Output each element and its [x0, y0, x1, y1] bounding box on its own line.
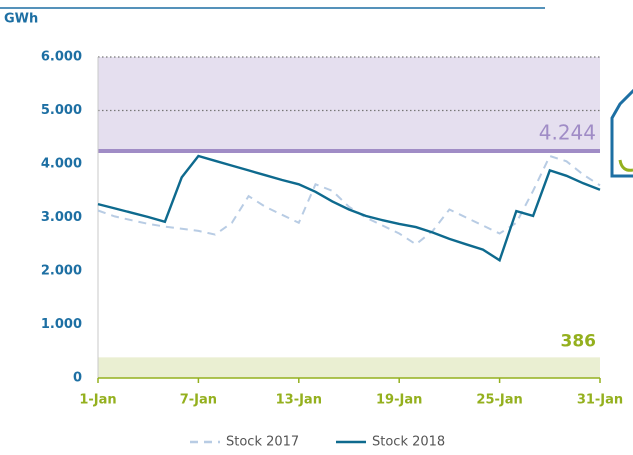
threshold-band	[98, 357, 600, 378]
legend-label: Stock 2018	[372, 435, 445, 450]
series-line	[97, 154, 601, 246]
threshold-band	[98, 57, 600, 151]
x-tick-label: 31-Jan	[577, 393, 623, 408]
y-tick-label: 4.000	[41, 157, 82, 172]
x-tick-label: 13-Jan	[276, 393, 322, 408]
y-tick-label: 5.000	[41, 103, 82, 118]
y-tick-label: 6.000	[41, 50, 82, 65]
x-tick-label: 25-Jan	[476, 393, 522, 408]
unit-label: GWh	[4, 12, 38, 27]
x-tick-label: 1-Jan	[79, 393, 116, 408]
legend-label: Stock 2017	[226, 435, 299, 450]
y-tick-label: 1.000	[41, 317, 82, 332]
threshold-label: 4.244	[539, 120, 596, 144]
y-tick-label: 0	[73, 371, 82, 386]
y-tick-label: 2.000	[41, 264, 82, 279]
tank-icon	[610, 88, 633, 178]
y-tick-label: 3.000	[41, 210, 82, 225]
series-line	[97, 154, 601, 263]
threshold-label: 386	[561, 331, 597, 351]
x-tick-label: 19-Jan	[376, 393, 422, 408]
x-tick-label: 7-Jan	[180, 393, 217, 408]
